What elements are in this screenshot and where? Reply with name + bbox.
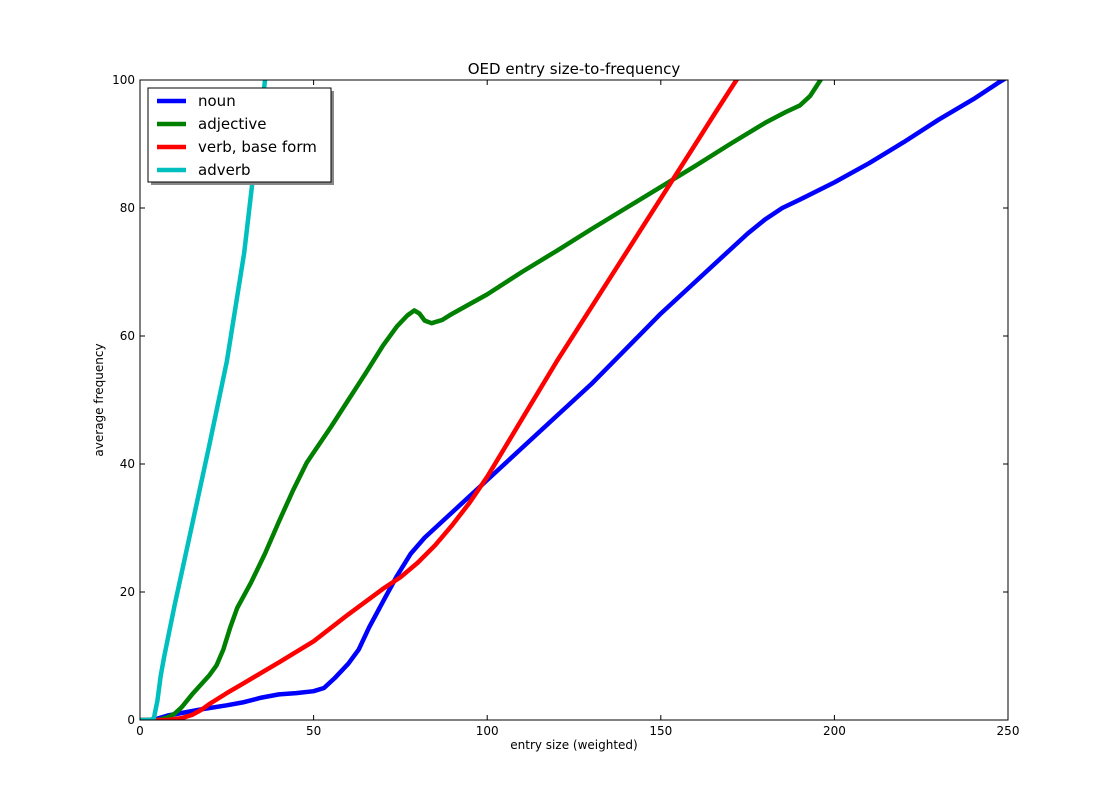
x-tick-label: 100 <box>476 724 499 738</box>
legend-label: adjective <box>198 115 267 133</box>
y-axis-label: average frequency <box>92 343 106 456</box>
plot-frame <box>139 79 1009 721</box>
series-line-2 <box>140 80 740 720</box>
series-line-0 <box>140 80 1008 720</box>
y-tick-label: 40 <box>120 457 135 471</box>
chart-title: OED entry size-to-frequency <box>468 60 681 78</box>
series-lines <box>140 80 1008 720</box>
y-tick-label: 100 <box>112 73 135 87</box>
x-tick-label: 50 <box>306 724 321 738</box>
legend-label: adverb <box>198 161 251 179</box>
legend: noun adjective verb, base form adverb <box>147 87 334 185</box>
x-tick-label: 200 <box>823 724 846 738</box>
x-tick-label: 0 <box>136 724 144 738</box>
y-tick-label: 20 <box>120 585 135 599</box>
x-tick-label: 150 <box>649 724 672 738</box>
legend-label: noun <box>198 92 236 110</box>
legend-box <box>147 87 332 183</box>
y-tick-label: 60 <box>120 329 135 343</box>
y-axis: 0 20 40 60 80 100 <box>112 73 1008 727</box>
x-axis-label: entry size (weighted) <box>510 738 637 752</box>
y-tick-label: 0 <box>127 713 135 727</box>
series-line-1 <box>140 80 824 720</box>
x-tick-label: 250 <box>997 724 1020 738</box>
x-axis: 0 50 100 150 200 250 <box>136 80 1019 738</box>
legend-label: verb, base form <box>198 138 317 156</box>
y-tick-label: 80 <box>120 201 135 215</box>
